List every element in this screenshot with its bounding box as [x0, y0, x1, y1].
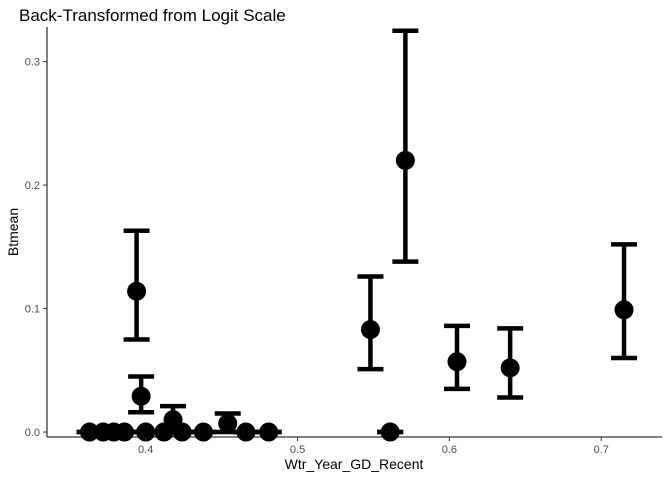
y-axis-title: Btmean — [5, 208, 21, 256]
data-point — [380, 422, 400, 442]
x-tick-label: 0.5 — [290, 444, 305, 456]
data-point — [259, 422, 279, 442]
data-point — [218, 413, 238, 433]
x-tick-label: 0.4 — [138, 444, 153, 456]
chart-title: Back-Transformed from Logit Scale — [19, 6, 286, 25]
y-tick-label: 0.1 — [25, 304, 40, 316]
plot-area — [76, 28, 638, 442]
y-tick-label: 0.3 — [25, 57, 40, 69]
x-tick-label: 0.6 — [442, 444, 457, 456]
data-point — [131, 386, 151, 406]
data-point — [500, 358, 520, 378]
y-axis-ticks: 0.0 0.1 0.2 0.3 — [25, 57, 47, 439]
x-tick-label: 0.7 — [594, 444, 609, 456]
data-point — [395, 150, 415, 170]
y-tick-label: 0.2 — [25, 180, 40, 192]
error-bar — [392, 28, 419, 264]
x-axis-ticks: 0.4 0.5 0.6 0.7 — [138, 437, 609, 456]
data-point — [114, 422, 134, 442]
data-point — [614, 300, 634, 320]
x-axis-title: Wtr_Year_GD_Recent — [285, 456, 424, 472]
data-point — [172, 422, 192, 442]
y-tick-label: 0.0 — [25, 427, 40, 439]
data-point — [236, 422, 256, 442]
data-point — [193, 422, 213, 442]
data-point — [447, 352, 467, 372]
data-point — [127, 281, 147, 301]
data-point — [360, 320, 380, 340]
